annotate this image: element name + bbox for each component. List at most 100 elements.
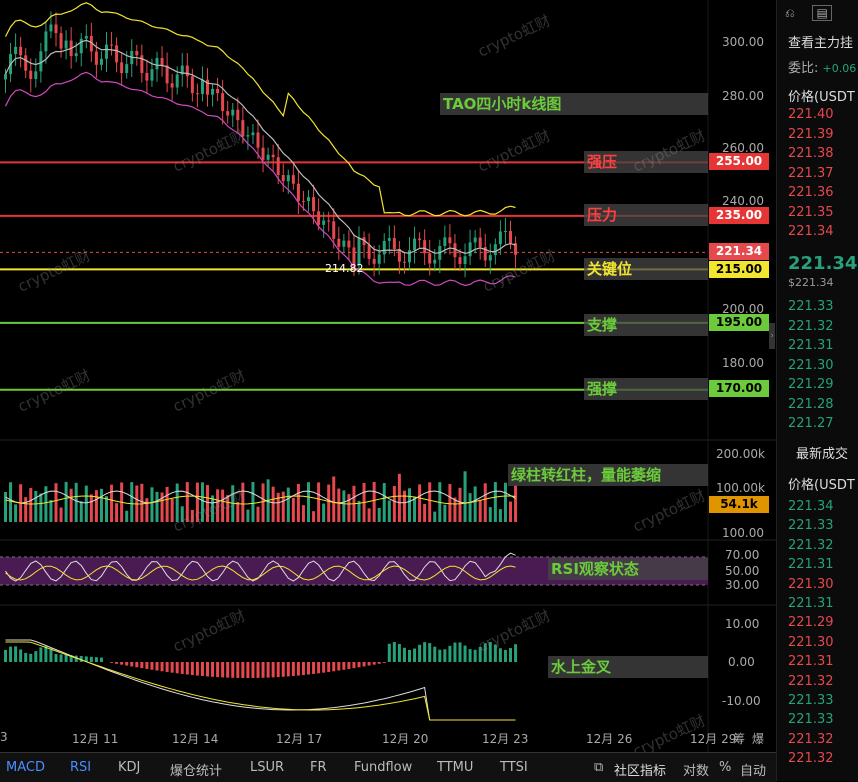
macd-bar [256, 662, 260, 678]
percent-scale-button[interactable]: % [719, 760, 732, 775]
tab-fundflow[interactable]: Fundflow [354, 760, 413, 775]
volume-bar [241, 482, 245, 522]
trade-price: 221.33 [788, 693, 834, 708]
candle-body [301, 200, 305, 202]
orderbook-price[interactable]: 221.30 [788, 357, 834, 373]
volume-bar [423, 503, 427, 522]
undo-icon[interactable]: ⎌ [785, 6, 795, 20]
orderbook-price[interactable]: 221.32 [788, 318, 834, 334]
tab-kdj[interactable]: KDJ [118, 760, 141, 775]
tab-lsur[interactable]: LSUR [250, 760, 285, 775]
macd-dea [5, 641, 516, 721]
candle-body [110, 44, 114, 46]
volume-bar [145, 498, 149, 522]
volume-bar [226, 495, 230, 522]
macd-bar [59, 654, 63, 662]
macd-bar [458, 642, 462, 662]
volume-bar [34, 491, 38, 522]
volume-bar [322, 503, 326, 522]
orderbook-price[interactable]: 221.36 [788, 185, 834, 200]
macd-bar [206, 662, 209, 677]
volume-bar [468, 493, 472, 522]
orderbook-price[interactable]: 221.33 [788, 299, 834, 314]
trades-title: 最新成交 [796, 447, 849, 462]
date-label-extra: 筹 [733, 732, 746, 746]
candlestick-chart[interactable] [0, 0, 776, 752]
log-scale-button[interactable]: 对数 [683, 764, 710, 779]
orderbook-price[interactable]: 221.28 [788, 396, 834, 412]
candle-body [291, 175, 295, 184]
orderbook-price[interactable]: 221.27 [788, 416, 834, 431]
candle-body [307, 197, 310, 202]
orderbook-price[interactable]: 221.29 [788, 377, 834, 392]
tab-liquidation[interactable]: 爆仓统计 [170, 764, 223, 779]
candle-body [327, 220, 331, 222]
auto-scale-button[interactable]: 自动 [740, 764, 767, 779]
community-icon[interactable]: ⧉ [594, 760, 604, 775]
trades-header: 价格(USDT [788, 478, 855, 493]
volume-bar [271, 486, 275, 522]
tab-ttmu[interactable]: TTMU [437, 760, 474, 775]
orderbook-price[interactable]: 221.37 [788, 165, 834, 181]
macd-bar [79, 656, 83, 662]
orderbook-panel: ⎌ ▤ 查看主力挂 委比: +0.06 价格(USDT 221.40 221.39… [769, 0, 858, 781]
orderbook-price[interactable]: 221.34 [788, 224, 834, 239]
orderbook-price[interactable]: 221.39 [788, 126, 834, 142]
macd-bar [125, 662, 129, 666]
candle-body [367, 244, 371, 259]
tab-ttsi[interactable]: TTSI [500, 760, 528, 775]
candle-body [468, 242, 472, 257]
candle-body [165, 65, 169, 84]
candle-body [423, 240, 427, 254]
volume-bar [372, 482, 376, 522]
orderbook-price[interactable]: 221.38 [788, 146, 834, 161]
macd-bar [216, 662, 220, 678]
candle-body [34, 71, 38, 79]
volume-bar [160, 492, 164, 522]
candle-body [120, 62, 124, 74]
candle-body [195, 93, 199, 95]
layout-icon[interactable]: ▤ [812, 5, 832, 21]
candle-body [347, 240, 351, 248]
community-indicators-button[interactable]: 社区指标 [614, 764, 667, 779]
macd-bar [221, 662, 225, 678]
macd-bar [296, 662, 300, 676]
candle-body [79, 38, 83, 54]
chart-title-annotation: TAO四小时k线图 [440, 93, 708, 115]
date-label-1: 12月 11 [72, 732, 119, 746]
macd-bar [362, 662, 366, 667]
macd-bar [301, 662, 305, 676]
level-badge-235: 235.00 [709, 207, 769, 224]
date-label-4: 12月 20 [382, 732, 429, 746]
candle-body [443, 237, 447, 247]
macd-bar [211, 662, 215, 677]
candle-body [453, 243, 457, 258]
key-level-annotation: 关键位 [584, 258, 708, 280]
macd-bar [281, 662, 285, 677]
volume-bar [4, 492, 7, 522]
macd-bar [453, 642, 457, 662]
panel-collapse-handle[interactable]: › [769, 323, 775, 349]
orderbook-price[interactable]: 221.35 [788, 204, 834, 220]
trade-price: 221.32 [788, 673, 834, 689]
candle-body [19, 46, 23, 56]
candle-body [463, 256, 467, 265]
rsi-line-fast [5, 552, 516, 582]
trade-price: 221.31 [788, 557, 834, 573]
macd-bar [135, 662, 139, 668]
macd-bar [503, 649, 507, 662]
tab-rsi[interactable]: RSI [70, 760, 92, 775]
candle-body [94, 51, 98, 65]
trade-price: 221.31 [788, 654, 834, 670]
orderbook-title[interactable]: 查看主力挂 [788, 36, 854, 51]
tab-macd[interactable]: MACD [6, 760, 45, 775]
chart-area[interactable]: 300.00 280.00 260.00 240.00 220.00 200.0… [0, 0, 776, 761]
macd-bar [443, 649, 447, 662]
macd-bar [150, 662, 154, 670]
tab-fr[interactable]: FR [310, 760, 327, 775]
orderbook-price[interactable]: 221.40 [788, 107, 834, 122]
macd-bar [312, 662, 316, 674]
volume-bar [458, 487, 462, 522]
orderbook-price[interactable]: 221.31 [788, 338, 834, 353]
macd-bar [483, 643, 487, 662]
